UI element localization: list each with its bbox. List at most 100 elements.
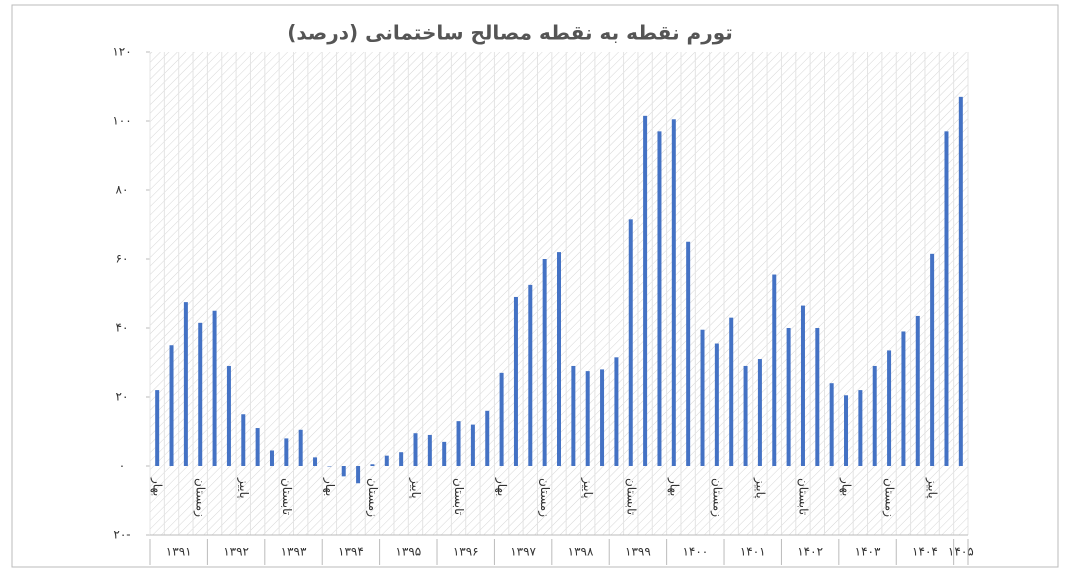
- bar: [384, 455, 389, 466]
- bar: [786, 328, 791, 466]
- bar: [872, 365, 877, 466]
- bar: [557, 252, 561, 466]
- x-tick-label: تابستان: [452, 478, 466, 515]
- bar: [442, 441, 447, 466]
- bar: [212, 310, 217, 466]
- x-tick-label: بهار: [666, 477, 681, 496]
- y-tick-label: ۸۰: [116, 183, 129, 197]
- x-tick-label: بهار: [839, 477, 854, 496]
- bar: [327, 466, 332, 467]
- bar: [671, 119, 676, 467]
- group-label: ۱۴۰۳: [855, 545, 881, 559]
- bar: [169, 345, 174, 466]
- x-tick-label: تابستان: [796, 478, 810, 515]
- bar: [513, 296, 518, 466]
- y-tick-label: ۱۲۰: [112, 45, 131, 59]
- group-label: ۱۳۹۳: [281, 545, 307, 559]
- bar: [183, 302, 188, 466]
- bar: [628, 219, 633, 466]
- y-tick-label: ۲۰-: [113, 528, 130, 542]
- bar: [585, 371, 590, 466]
- bar: [255, 428, 260, 466]
- bar: [887, 350, 892, 466]
- x-tick-label: پاییز: [408, 477, 423, 499]
- bar: [600, 369, 605, 466]
- bar: [284, 438, 289, 466]
- group-label: ۱۳۹۲: [223, 545, 249, 559]
- bar: [901, 331, 906, 466]
- x-tick-label: زمستان: [882, 478, 897, 517]
- y-tick-label: ۱۰۰: [112, 114, 131, 128]
- x-tick-label: زمستان: [365, 478, 380, 517]
- group-label: ۱۳۹۴: [338, 545, 364, 559]
- group-label: ۱۳۹۵: [395, 545, 421, 559]
- group-label: ۱۳۹۱: [166, 545, 192, 559]
- x-tick-label: پاییز: [925, 477, 940, 499]
- group-label: ۱۳۹۷: [510, 545, 536, 559]
- bar: [370, 464, 375, 466]
- bar: [356, 466, 361, 484]
- x-tick-label: بهار: [322, 477, 337, 496]
- bar: [729, 317, 734, 466]
- x-tick-label: زمستان: [537, 478, 552, 517]
- group-label: ۱۴۰۲: [797, 545, 823, 559]
- bar: [829, 383, 834, 466]
- x-tick-label: پاییز: [752, 477, 767, 499]
- bar: [413, 433, 418, 466]
- x-tick-label: زمستان: [709, 478, 724, 517]
- x-tick-label: بهار: [494, 477, 509, 496]
- x-tick-label: پاییز: [580, 477, 595, 499]
- y-tick-label: ۲۰: [116, 390, 129, 404]
- bar: [198, 322, 203, 466]
- x-tick-label: زمستان: [193, 478, 208, 517]
- bar: [958, 96, 963, 466]
- group-label: ۱۳۹۹: [625, 545, 651, 559]
- group-label: ۱۴۰۰: [682, 545, 708, 559]
- bar: [757, 359, 762, 466]
- bar: [341, 466, 346, 477]
- bar: [456, 421, 461, 466]
- y-tick-label: ۶۰: [116, 252, 129, 266]
- chart-title: تورم نقطه به نقطه مصالح ساختمانی (درصد): [287, 21, 733, 45]
- y-tick-label: ۴۰: [116, 321, 129, 335]
- bar: [930, 253, 935, 466]
- x-tick-label: بهار: [150, 477, 165, 496]
- y-tick-label: ۰: [119, 459, 125, 473]
- bar: [858, 390, 863, 466]
- group-label: ۱۴۰۵: [948, 545, 974, 559]
- bar: [542, 259, 547, 466]
- bar: [470, 424, 475, 466]
- bar: [844, 395, 849, 466]
- bar: [499, 372, 504, 466]
- bar: [241, 414, 246, 466]
- bar: [485, 410, 490, 466]
- group-label: ۱۳۹۶: [453, 545, 479, 559]
- bar: [772, 274, 777, 466]
- bar: [714, 343, 719, 466]
- x-tick-label: تابستان: [624, 478, 638, 515]
- x-tick-label: تابستان: [280, 478, 294, 515]
- bar: [743, 365, 748, 466]
- x-tick-label: پاییز: [236, 477, 251, 499]
- bar: [427, 434, 432, 466]
- bar: [800, 305, 805, 466]
- bar: [269, 450, 274, 466]
- bar: [313, 457, 318, 466]
- bar: [571, 365, 576, 466]
- bar: [657, 131, 662, 466]
- bar: [700, 329, 705, 466]
- bar: [944, 131, 949, 466]
- bar: [528, 284, 533, 466]
- bar: [399, 452, 404, 466]
- bar: [298, 429, 303, 466]
- bar: [614, 357, 619, 466]
- bar: [643, 115, 648, 466]
- bar: [815, 328, 820, 466]
- group-label: ۱۳۹۸: [568, 545, 594, 559]
- group-label: ۱۴۰۱: [740, 545, 766, 559]
- group-label: ۱۴۰۴: [912, 545, 938, 559]
- bar: [155, 390, 160, 466]
- bar: [686, 241, 691, 466]
- bar: [226, 365, 231, 466]
